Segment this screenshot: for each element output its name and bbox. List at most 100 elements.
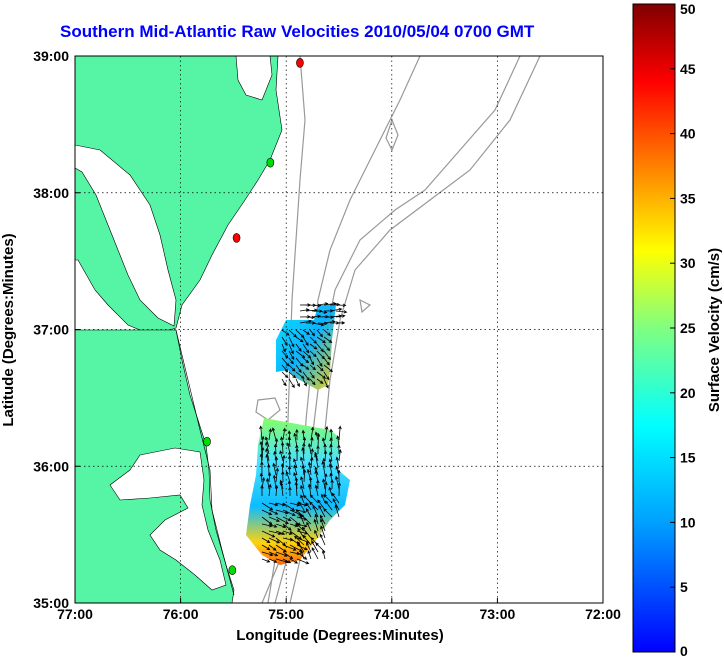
velocity-arrow <box>288 371 297 379</box>
velocity-arrow <box>310 426 315 441</box>
velocity-arrow <box>287 465 292 476</box>
velocity-arrow <box>295 357 304 367</box>
velocity-arrow <box>294 535 305 546</box>
velocity-arrow <box>281 350 289 359</box>
colorbar-tick-label: 10 <box>680 514 696 530</box>
velocity-arrow <box>310 436 314 448</box>
velocity-arrow <box>338 425 342 441</box>
velocity-arrow <box>260 446 265 462</box>
velocity-arrow <box>281 470 285 483</box>
velocity-arrow <box>316 371 327 379</box>
velocity-arrow <box>309 357 315 366</box>
velocity-arrow <box>282 544 297 551</box>
velocity-arrow <box>338 449 342 462</box>
velocity-arrow <box>319 514 326 525</box>
chesapeake-bay <box>75 144 177 327</box>
velocity-arrow <box>302 329 310 335</box>
station-hatteras <box>228 565 237 575</box>
velocity-arrow <box>301 464 305 476</box>
velocity-arrow <box>264 436 270 448</box>
velocity-arrow <box>302 468 307 483</box>
colorbar-label: Surface Velocity (cm/s) <box>706 248 723 412</box>
x-tick-label: 76:00 <box>163 606 199 622</box>
y-axis-label: Latitude (Degrees:Minutes) <box>0 233 17 426</box>
velocity-arrow <box>328 486 333 497</box>
colorbar-tick-label: 25 <box>680 320 696 336</box>
velocity-arrow <box>287 455 292 469</box>
velocity-arrow <box>259 440 263 455</box>
velocity-arrow <box>294 481 298 497</box>
x-tick-label: 72:00 <box>585 606 621 622</box>
velocity-arrow <box>318 504 326 518</box>
velocity-arrow <box>323 378 329 389</box>
velocity-arrow <box>259 425 263 441</box>
velocity-arrow <box>335 456 340 469</box>
velocity-arrow <box>282 502 296 511</box>
velocity-arrow <box>331 492 340 504</box>
velocity-arrow <box>307 442 312 455</box>
velocity-arrow <box>299 319 313 324</box>
velocity-arrow <box>282 530 293 535</box>
velocity-arrow <box>311 547 319 560</box>
velocity-arrow <box>287 436 292 448</box>
velocity-arrow <box>329 437 333 448</box>
velocity-arrow <box>309 329 316 337</box>
velocity-arrow <box>305 508 312 518</box>
velocity-arrow <box>288 343 294 355</box>
velocity-arrow <box>324 500 333 511</box>
velocity-arrow <box>320 525 326 539</box>
velocity-arrow <box>316 343 324 353</box>
velocity-arrow <box>328 463 333 476</box>
velocity-arrow <box>261 558 271 563</box>
velocity-arrow <box>295 509 305 518</box>
velocity-arrow <box>335 321 346 325</box>
x-tick-label: 73:00 <box>479 606 515 622</box>
velocity-arrow <box>273 443 278 455</box>
velocity-arrow <box>307 483 312 497</box>
velocity-arrow <box>268 551 279 557</box>
x-tick-label: 75:00 <box>268 606 304 622</box>
x-tick-label: 74:00 <box>374 606 410 622</box>
velocity-arrow <box>314 453 319 469</box>
velocity-arrow <box>259 472 264 483</box>
velocity-arrow <box>295 371 305 379</box>
velocity-arrow <box>261 537 271 543</box>
x-axis-label: Longitude (Degrees:Minutes) <box>236 627 444 644</box>
station-duck <box>203 436 211 447</box>
colorbar-tick-label: 45 <box>680 61 696 77</box>
velocity-arrow <box>302 371 310 381</box>
velocity-arrow <box>324 481 328 497</box>
velocity-arrow <box>302 364 310 370</box>
velocity-arrow <box>300 484 305 497</box>
radar-stations <box>203 58 304 575</box>
velocity-arrow <box>324 425 329 441</box>
velocity-arrow <box>273 450 277 462</box>
velocity-arrow <box>274 456 279 469</box>
velocity-arrow <box>337 481 342 497</box>
velocity-arrow <box>265 441 270 455</box>
velocity-arrow <box>298 501 305 511</box>
velocity-arrow <box>289 544 303 552</box>
velocity-arrow <box>282 558 292 564</box>
velocity-arrow <box>311 322 325 327</box>
velocity-arrow <box>300 550 305 560</box>
velocity-arrow <box>314 529 319 539</box>
velocity-arrow <box>282 516 292 522</box>
velocity-arrow <box>323 371 330 381</box>
velocity-arrow <box>265 447 270 462</box>
velocity-arrow <box>288 336 295 348</box>
velocity-arrow <box>288 357 294 365</box>
velocity-arrow <box>268 523 278 528</box>
velocity-arrow <box>316 357 323 367</box>
velocity-arrow <box>295 378 300 388</box>
colorbar-tick-label: 30 <box>680 255 696 271</box>
velocity-arrow <box>329 428 333 441</box>
velocity-arrow <box>319 533 326 546</box>
velocity-arrow <box>334 504 340 518</box>
y-tick-label: 36:00 <box>33 458 69 474</box>
velocity-arrow <box>305 315 316 320</box>
velocity-arrow <box>302 343 310 354</box>
velocity-arrow <box>268 516 280 522</box>
velocity-arrow <box>301 446 305 462</box>
velocity-arrow <box>337 469 341 483</box>
